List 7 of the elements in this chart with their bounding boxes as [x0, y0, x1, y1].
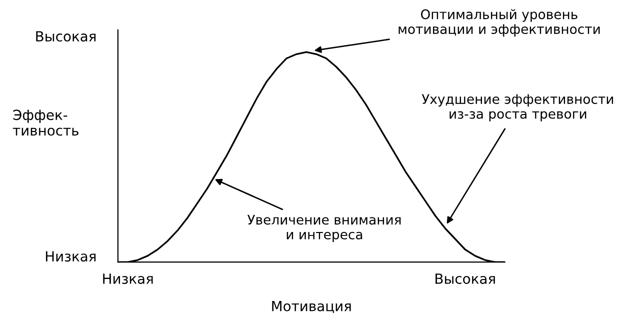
text: Оптимальный уровень мотивации и эффективности: [398, 9, 600, 37]
annotation: Увеличение внимания и интереса: [247, 214, 401, 242]
annotation: Ухудшение эффективности из-за роста тревоги: [422, 94, 614, 122]
x-axis-title: Мотивация: [272, 300, 351, 314]
text: Низкая: [46, 251, 96, 262]
y-axis-title: Эффек- тивность: [12, 110, 78, 136]
text: Высокая: [36, 31, 96, 42]
